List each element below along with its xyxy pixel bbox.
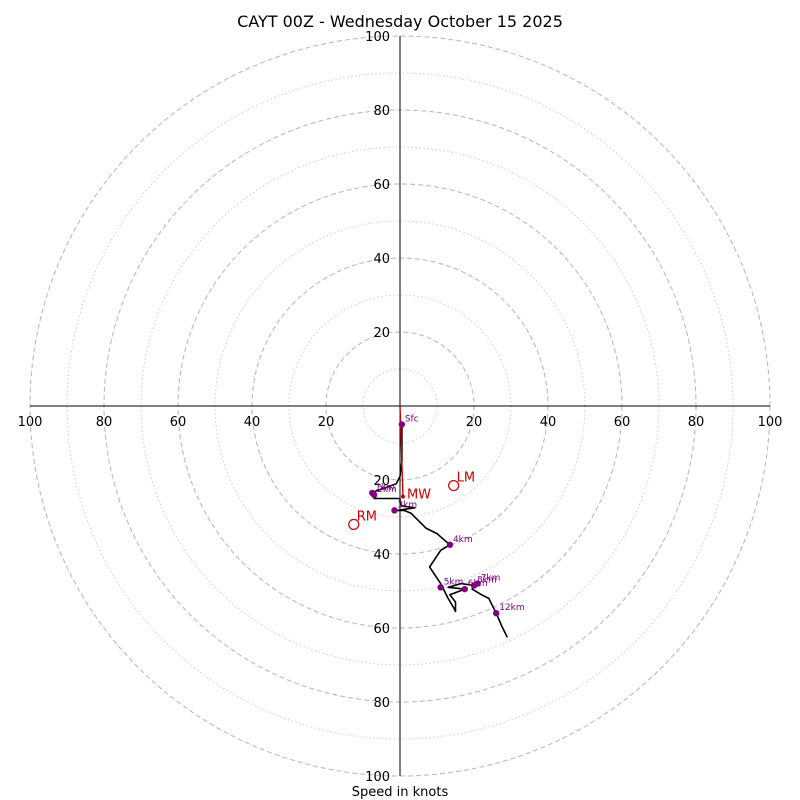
x-tick-label: 40 bbox=[540, 415, 557, 430]
height-marker-dot bbox=[446, 541, 454, 548]
mean-wind-marker bbox=[400, 494, 405, 499]
y-tick-label: 40 bbox=[373, 548, 390, 563]
y-tick-label: 60 bbox=[373, 178, 390, 193]
height-marker-label: 5km bbox=[444, 577, 464, 587]
y-tick-label: 60 bbox=[373, 622, 390, 637]
storm-motion-marker bbox=[348, 518, 360, 531]
x-tick-label: 80 bbox=[688, 415, 705, 430]
y-tick-label: 20 bbox=[373, 326, 390, 341]
chart-title: CAYT 00Z - Wednesday October 15 2025 bbox=[237, 12, 563, 31]
x-tick-label: 20 bbox=[318, 415, 335, 430]
y-tick-label: 100 bbox=[365, 30, 390, 45]
height-marker-label: 8km bbox=[477, 575, 497, 585]
storm-motion-label: LM bbox=[457, 471, 475, 486]
y-tick-label: 80 bbox=[373, 104, 390, 119]
x-tick-label: 100 bbox=[18, 415, 43, 430]
height-markers: Sfc1km2km3km4km5km6km7km8km12km bbox=[369, 415, 525, 617]
y-tick-label: 40 bbox=[373, 252, 390, 267]
x-tick-label: 80 bbox=[96, 415, 113, 430]
height-marker-dot bbox=[437, 584, 444, 591]
y-tick-label: 80 bbox=[373, 696, 390, 711]
y-tick-label: 100 bbox=[365, 770, 390, 785]
x-tick-label: 40 bbox=[244, 415, 261, 430]
x-tick-label: 60 bbox=[614, 415, 631, 430]
height-marker-dot bbox=[470, 582, 478, 589]
mean-wind-label: MW bbox=[407, 488, 431, 503]
height-marker-label: Sfc bbox=[405, 415, 419, 425]
height-marker-label: 4km bbox=[453, 535, 473, 545]
mean-wind-shear-line bbox=[399, 405, 404, 497]
wind-trace bbox=[369, 405, 509, 638]
x-tick-label: 60 bbox=[170, 415, 187, 430]
y-tick-label: 20 bbox=[373, 474, 390, 489]
height-marker-label: 3km bbox=[397, 500, 417, 510]
x-tick-label: 100 bbox=[758, 415, 783, 430]
height-marker-dot bbox=[493, 610, 500, 617]
height-marker-dot bbox=[391, 507, 398, 514]
storm-motion-marker bbox=[448, 479, 460, 492]
storm-motion-label: RM bbox=[357, 509, 377, 524]
height-marker-dot bbox=[398, 421, 406, 428]
height-marker-dot bbox=[370, 491, 378, 498]
height-marker-dot bbox=[461, 585, 468, 593]
height-marker-label: 12km bbox=[499, 603, 524, 613]
x-axis-label: Speed in knots bbox=[352, 785, 449, 800]
height-marker-label: 7km bbox=[481, 574, 501, 584]
tick-labels: 100 80 60 40 20 20 40 60 80 100 100 80 60 40 20 20 40 60 8… bbox=[18, 30, 783, 785]
hodograph-trace bbox=[369, 424, 509, 638]
x-tick-label: 20 bbox=[466, 415, 483, 430]
height-marker-label: 2km bbox=[377, 485, 397, 495]
height-marker-label: 1km bbox=[375, 483, 395, 493]
storm-motion-markers: LM RM MW bbox=[348, 471, 475, 531]
